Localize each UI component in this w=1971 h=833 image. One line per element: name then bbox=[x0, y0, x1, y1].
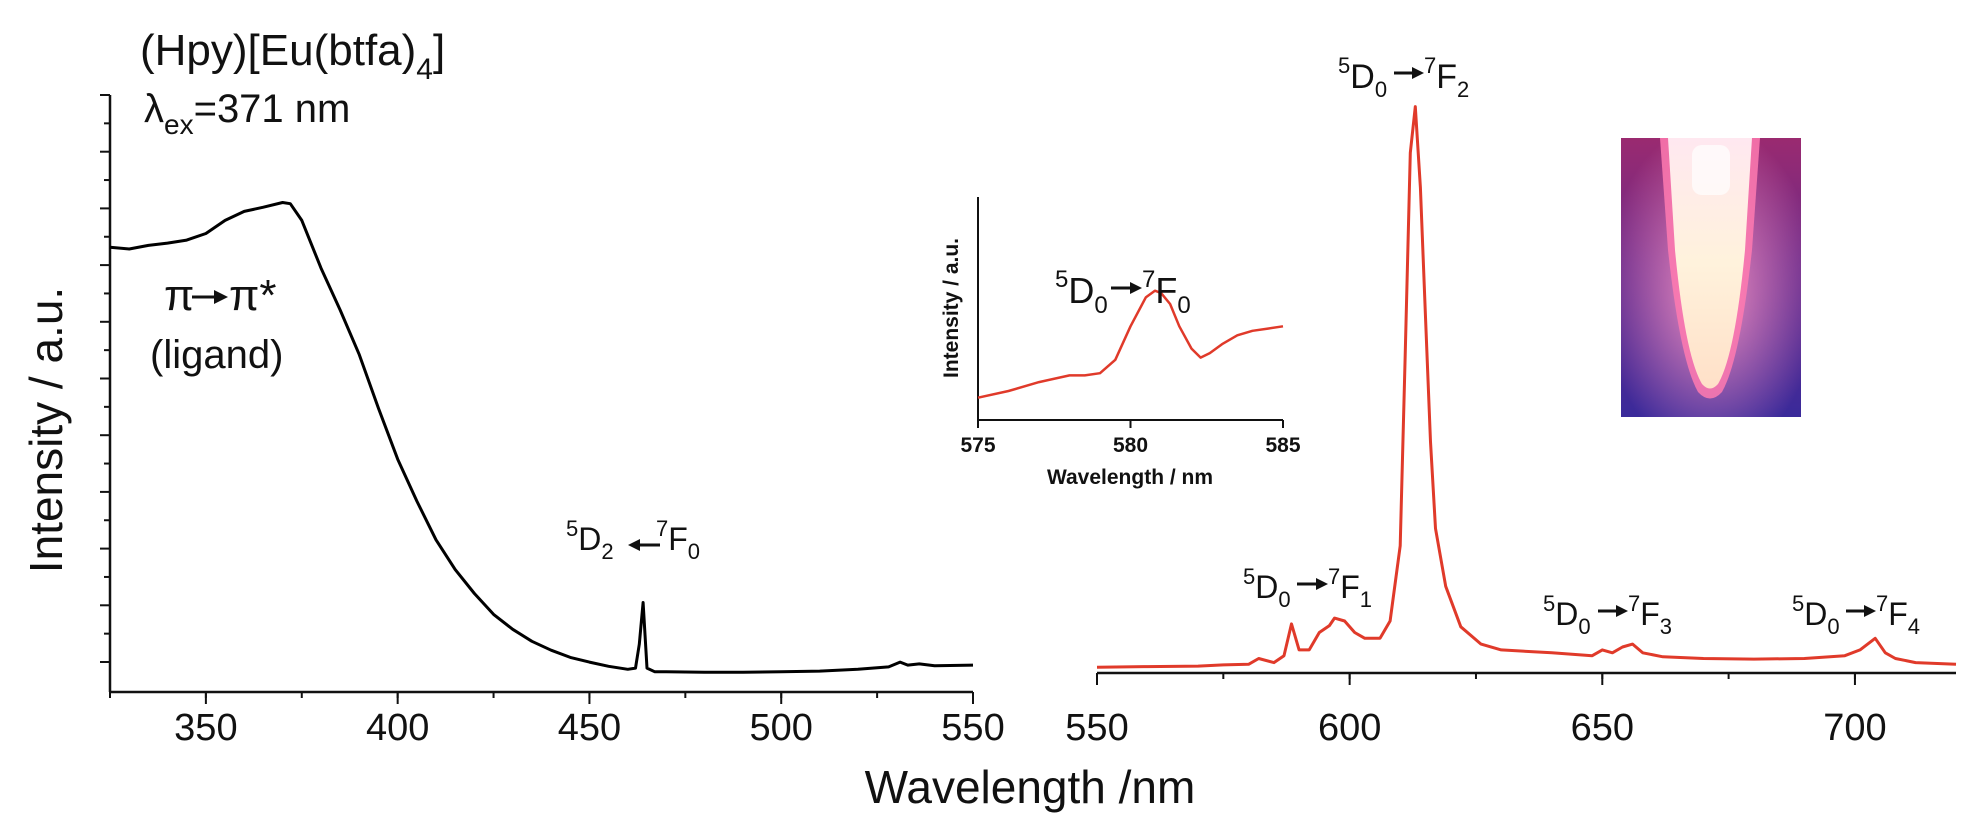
excitation-series-line bbox=[109, 201, 974, 674]
inset-x-ticks: 575 580 585 bbox=[960, 420, 1301, 457]
x-axis-label: Wavelength /nm bbox=[865, 761, 1196, 813]
svg-text:7F3: 7F3 bbox=[1628, 591, 1672, 639]
svg-text:π*: π* bbox=[229, 271, 276, 320]
pi-pi-star-annotation: π π* (ligand) bbox=[150, 271, 283, 377]
arrow-left-icon bbox=[628, 539, 660, 551]
d0-f2-annotation: 5D0 7F2 bbox=[1338, 53, 1469, 102]
d2-f0-annotation: 5D2 7F0 bbox=[566, 516, 700, 564]
inset-x-tick-label: 575 bbox=[960, 434, 995, 457]
arrow-right-icon bbox=[192, 290, 228, 304]
svg-text:π: π bbox=[164, 271, 194, 320]
excitation-x-tick-label: 400 bbox=[366, 707, 429, 749]
svg-text:5D0: 5D0 bbox=[1543, 591, 1591, 639]
excitation-x-tick-label: 500 bbox=[750, 707, 813, 749]
svg-text:7F1: 7F1 bbox=[1328, 564, 1372, 612]
svg-text:7F4: 7F4 bbox=[1876, 591, 1920, 639]
inset-x-axis-label: Wavelength / nm bbox=[1047, 466, 1213, 489]
excitation-y-ticks bbox=[100, 94, 110, 663]
excitation-wavelength-label: λex=371 nm bbox=[144, 87, 350, 140]
emission-series-line bbox=[1096, 105, 1957, 669]
d0-f0-annotation: 5D0 7F0 bbox=[1055, 266, 1191, 319]
excitation-x-tick-label: 450 bbox=[558, 707, 621, 749]
inset-series-line bbox=[977, 289, 1284, 399]
svg-text:5D0: 5D0 bbox=[1055, 266, 1108, 319]
emission-panel: 550 600 650 700 5D0 7F2 5D0 7F1 bbox=[1065, 53, 1957, 749]
svg-text:5D2: 5D2 bbox=[566, 516, 614, 564]
svg-text:(ligand): (ligand) bbox=[150, 333, 283, 377]
svg-text:5D0: 5D0 bbox=[1792, 591, 1840, 639]
arrow-right-icon bbox=[1111, 282, 1142, 294]
svg-text:5D0: 5D0 bbox=[1243, 564, 1291, 612]
emission-x-tick-label: 700 bbox=[1823, 707, 1886, 749]
inset-chart: 575 580 585 Intensity / a.u. Wavelength / … bbox=[940, 197, 1301, 489]
inset-y-axis-label: Intensity / a.u. bbox=[940, 238, 963, 378]
sample-vial-photo bbox=[1621, 138, 1801, 417]
arrow-right-icon bbox=[1394, 67, 1424, 79]
d0-f3-annotation: 5D0 7F3 bbox=[1543, 591, 1672, 639]
emission-x-tick-label: 600 bbox=[1318, 707, 1381, 749]
svg-text:7F2: 7F2 bbox=[1424, 53, 1469, 102]
d0-f1-annotation: 5D0 7F1 bbox=[1243, 564, 1372, 612]
excitation-x-tick-label: 550 bbox=[941, 707, 1004, 749]
arrow-right-icon bbox=[1598, 605, 1628, 617]
inset-x-tick-label: 585 bbox=[1265, 434, 1300, 457]
arrow-right-icon bbox=[1846, 605, 1876, 617]
emission-x-tick-label: 550 bbox=[1065, 707, 1128, 749]
compound-title: (Hpy)[Eu(btfa)4] bbox=[140, 26, 445, 86]
d0-f4-annotation: 5D0 7F4 bbox=[1792, 591, 1920, 639]
emission-x-ticks: 550 600 650 700 bbox=[1065, 673, 1887, 749]
svg-text:7F0: 7F0 bbox=[656, 516, 700, 564]
svg-text:7F0: 7F0 bbox=[1142, 266, 1191, 319]
arrow-right-icon bbox=[1297, 578, 1328, 590]
excitation-panel: 350 400 450 500 550 Intensity / a.u. (Hpy)[E… bbox=[20, 26, 1005, 749]
inset-x-tick-label: 580 bbox=[1113, 434, 1148, 457]
excitation-x-tick-label: 350 bbox=[174, 707, 237, 749]
svg-text:5D0: 5D0 bbox=[1338, 53, 1387, 102]
excitation-x-ticks: 350 400 450 500 550 bbox=[109, 692, 1005, 749]
emission-x-tick-label: 650 bbox=[1571, 707, 1634, 749]
y-axis-label: Intensity / a.u. bbox=[20, 287, 72, 573]
